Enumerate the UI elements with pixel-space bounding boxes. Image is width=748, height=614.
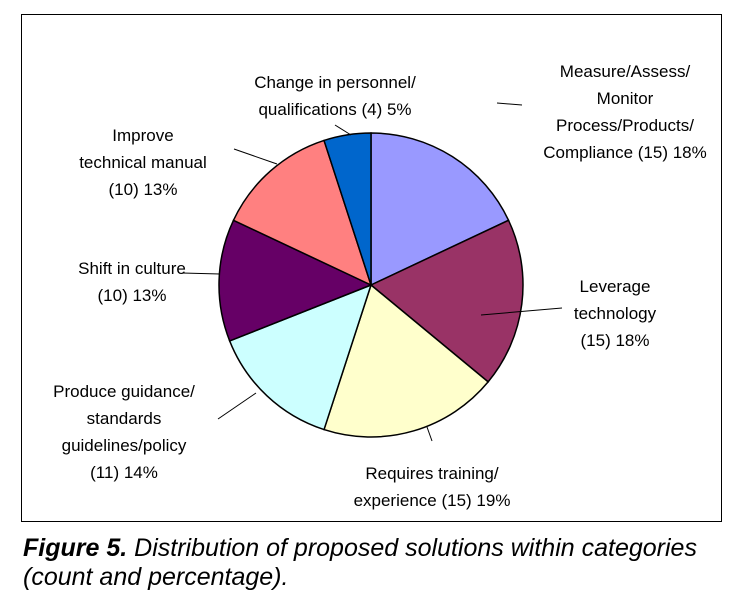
pie-slice <box>232 139 373 287</box>
pie-chart: Measure/Assess/Monitor Process/Products/C… <box>53 62 707 510</box>
slice-label: Produce guidance/standards guidelines/pol… <box>53 382 195 482</box>
pie-slice <box>370 132 510 287</box>
pie-slice <box>323 132 372 286</box>
leader-line <box>480 307 563 316</box>
pie-slice <box>323 283 490 438</box>
figure-caption-text: Distribution of proposed solutions withi… <box>23 534 697 591</box>
slice-label: Change in personnel/qualifications (4) 5… <box>254 73 416 119</box>
slice-label: Measure/Assess/Monitor Process/Products/C… <box>543 62 706 162</box>
slice-label: Requires training/experience (15) 19% <box>354 464 511 510</box>
leader-line <box>233 148 278 165</box>
leader-line <box>334 124 352 136</box>
leader-line <box>181 272 221 275</box>
leader-line <box>426 426 433 442</box>
leader-line <box>217 392 257 420</box>
pie-slice <box>218 219 373 342</box>
leader-line <box>496 102 523 106</box>
slice-label: Shift in culture (10) 13% <box>78 259 186 305</box>
figure-caption: Figure 5. Distribution of proposed solut… <box>23 534 738 592</box>
figure-label: Figure 5. <box>23 534 128 562</box>
slice-label: Improve technical manual (10) 13% <box>79 126 207 199</box>
pie-slice <box>369 219 524 383</box>
pie-slice <box>228 283 373 431</box>
slice-label: Leverage technology (15) 18% <box>574 277 657 350</box>
chart-frame: Measure/Assess/Monitor Process/Products/C… <box>21 14 722 522</box>
